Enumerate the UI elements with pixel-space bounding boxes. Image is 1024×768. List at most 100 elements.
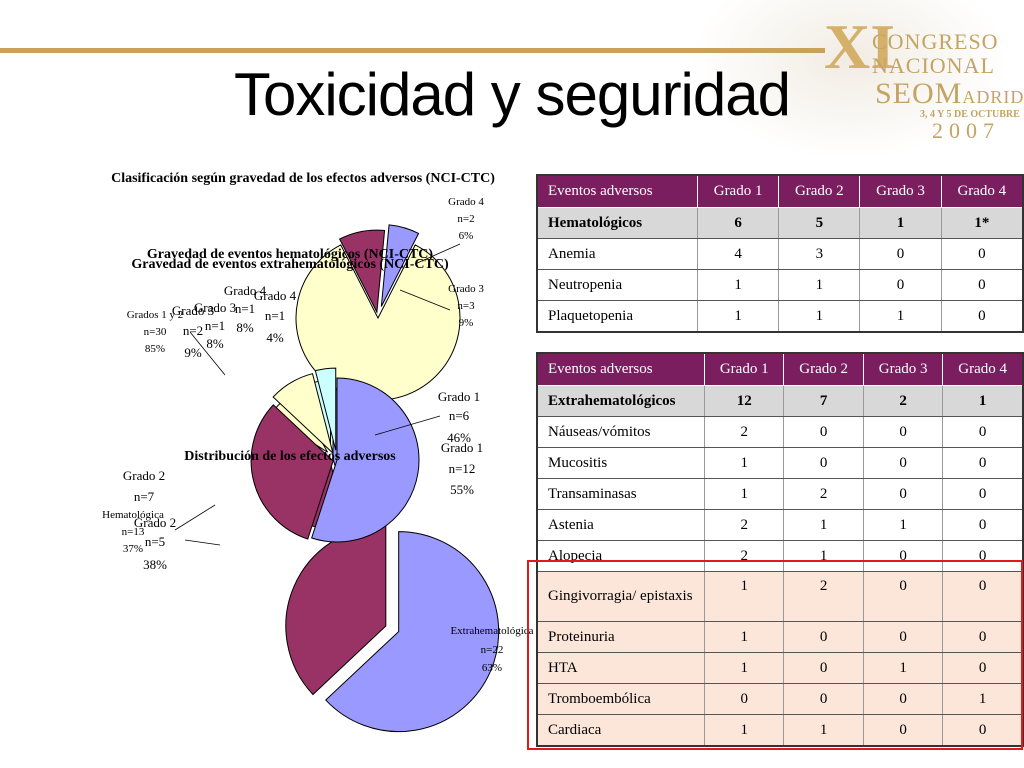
chart-3-label-hematologica: Hematológica n=13 37% [102, 509, 164, 555]
table-cell: 2 [703, 540, 784, 572]
chart-2-label-n: n=2 [183, 323, 203, 338]
extrahematologic-events-table: Eventos adversos Grado 1 Grado 2 Grado 3… [536, 352, 1024, 747]
table-row: Anemia 4 3 0 0 [537, 238, 1023, 270]
table-cell: 1 [703, 652, 784, 684]
leader-line [414, 243, 461, 265]
table-row: Alopecia 2 1 0 0 [537, 540, 1023, 572]
pie-slice [314, 367, 337, 451]
column-header: Grado 4 [942, 352, 1024, 386]
table-cell: 0 [942, 416, 1023, 448]
table-cell: 0 [942, 509, 1023, 541]
table-cell: 0 [862, 714, 943, 747]
chart-2-label-n: n=7 [134, 489, 155, 504]
table-cell: 0 [942, 571, 1023, 622]
table-cell: 2 [783, 571, 864, 622]
leader-line [189, 331, 226, 376]
table-cell: 0 [862, 447, 943, 479]
table-cell: Cardiaca [537, 714, 705, 747]
chart-2-label-pct: 9% [184, 345, 202, 360]
chart-0-label-n: n=3 [457, 300, 475, 312]
table-cell: 1 [703, 478, 784, 510]
chart-2-label-grado2: Grado 2 n=7 [123, 468, 165, 504]
table-row: Transaminasas 1 2 0 0 [537, 478, 1023, 510]
chart-0-pie [295, 224, 461, 401]
table-cell: 12 [703, 385, 784, 417]
table-cell: 1 [942, 385, 1023, 417]
table-cell: Astenia [537, 509, 705, 541]
table-cell: 0 [940, 269, 1023, 301]
logo-dates: 3, 4 Y 5 DE OCTUBRE [920, 109, 1020, 120]
table-cell: 1 [783, 509, 864, 541]
table-row: Proteinuria 1 0 0 0 [537, 621, 1023, 653]
chart-2-label-n: n=12 [449, 461, 476, 476]
table-cell: 0 [783, 621, 864, 653]
table-cell: 0 [942, 447, 1023, 479]
leader-line [374, 415, 441, 436]
chart-1-label-grado4: Grado 4 n=1 8% [224, 283, 267, 335]
chart-2-label-n: n=1 [265, 308, 285, 323]
chart-1-label-n: n=6 [449, 408, 470, 423]
table-cell: Proteinuria [537, 621, 705, 653]
pie-slice [250, 404, 334, 540]
table-cell: 4 [697, 238, 779, 270]
chart-3-label-name: Hematológica [102, 509, 164, 521]
pie-slice [380, 224, 420, 307]
chart-1-label-name: Grado 2 [134, 515, 176, 530]
table-row: Plaquetopenia 1 1 1 0 [537, 300, 1023, 333]
table-cell: 1 [778, 269, 860, 301]
column-header: Grado 2 [778, 174, 861, 208]
chart-1-label-grado2: Grado 2 n=5 38% [134, 515, 176, 572]
table-cell: 1 [859, 207, 942, 239]
table-cell: 0 [942, 478, 1023, 510]
table-cell: 0 [862, 571, 943, 622]
table-cell: Tromboembólica [537, 683, 705, 715]
chart-1-label-pct: 8% [236, 320, 254, 335]
logo-line-3: SEOMADRID [875, 77, 1024, 110]
table-cell: 1 [783, 714, 864, 747]
chart-3-title: Distribución de los efectos adversos [184, 449, 396, 464]
table-cell: 1 [942, 683, 1023, 715]
chart-0-label-pct: 9% [459, 317, 474, 329]
chart-1-title: Gravedad de eventos hematológicos (NCI-C… [147, 247, 434, 262]
table-cell: 0 [942, 621, 1023, 653]
table-cell: Anemia [537, 238, 698, 270]
table-row: Náuseas/vómitos 2 0 0 0 [537, 416, 1023, 448]
decorative-background [690, 0, 1010, 160]
chart-2-label-name: Grado 2 [123, 468, 165, 483]
table-cell: 7 [783, 385, 864, 417]
table-cell: Extrahematológicos [537, 385, 705, 417]
logo-line-2: NACIONAL [872, 53, 995, 78]
table-cell: 6 [697, 207, 779, 239]
table-cell: 2 [862, 385, 943, 417]
chart-1-label-name: Grado 4 [224, 283, 267, 298]
table-cell: 0 [783, 652, 864, 684]
table-cell: Alopecia [537, 540, 705, 572]
chart-2-title: Gravedad de eventos extrahematológicos (… [131, 257, 449, 272]
chart-2-label-grado3: Grado 3 n=2 9% [172, 303, 214, 360]
table-cell: 1* [940, 207, 1023, 239]
chart-2-label-grado1: Grado 1 n=12 55% [441, 440, 483, 497]
table-cell: 0 [703, 683, 784, 715]
column-header: Eventos adversos [536, 174, 699, 208]
table-row: Tromboembólica 0 0 0 1 [537, 683, 1023, 715]
table-cell: 1 [703, 714, 784, 747]
chart-0-label-name: Grado 4 [448, 196, 484, 208]
pie-charts-area: Clasificación según gravedad de los efec… [102, 171, 534, 733]
table-cell: 1 [778, 300, 860, 333]
table-cell: 1 [697, 269, 779, 301]
chart-2-label-name: Grado 4 [254, 288, 297, 303]
chart-3-label-extrahematologica: Extrahematológica n=22 63% [450, 625, 533, 674]
logo-line-1: CONGRESO [872, 29, 999, 54]
chart-0-label-n: n=2 [457, 213, 474, 225]
table-cell: 0 [862, 683, 943, 715]
table-row: Cardiaca 1 1 0 0 [537, 714, 1023, 747]
leader-line [399, 289, 451, 311]
chart-1-label-n: n=1 [205, 318, 225, 333]
logo-year: 2007 [932, 118, 1000, 143]
chart-0-label-pct: 6% [459, 230, 474, 242]
table-cell: 5 [778, 207, 860, 239]
chart-3-label-n: n=22 [481, 644, 504, 656]
chart-0-label-name: Grados 1 y 2 [127, 309, 184, 321]
chart-1-label-pct: 38% [143, 557, 167, 572]
table-cell: 0 [859, 269, 942, 301]
